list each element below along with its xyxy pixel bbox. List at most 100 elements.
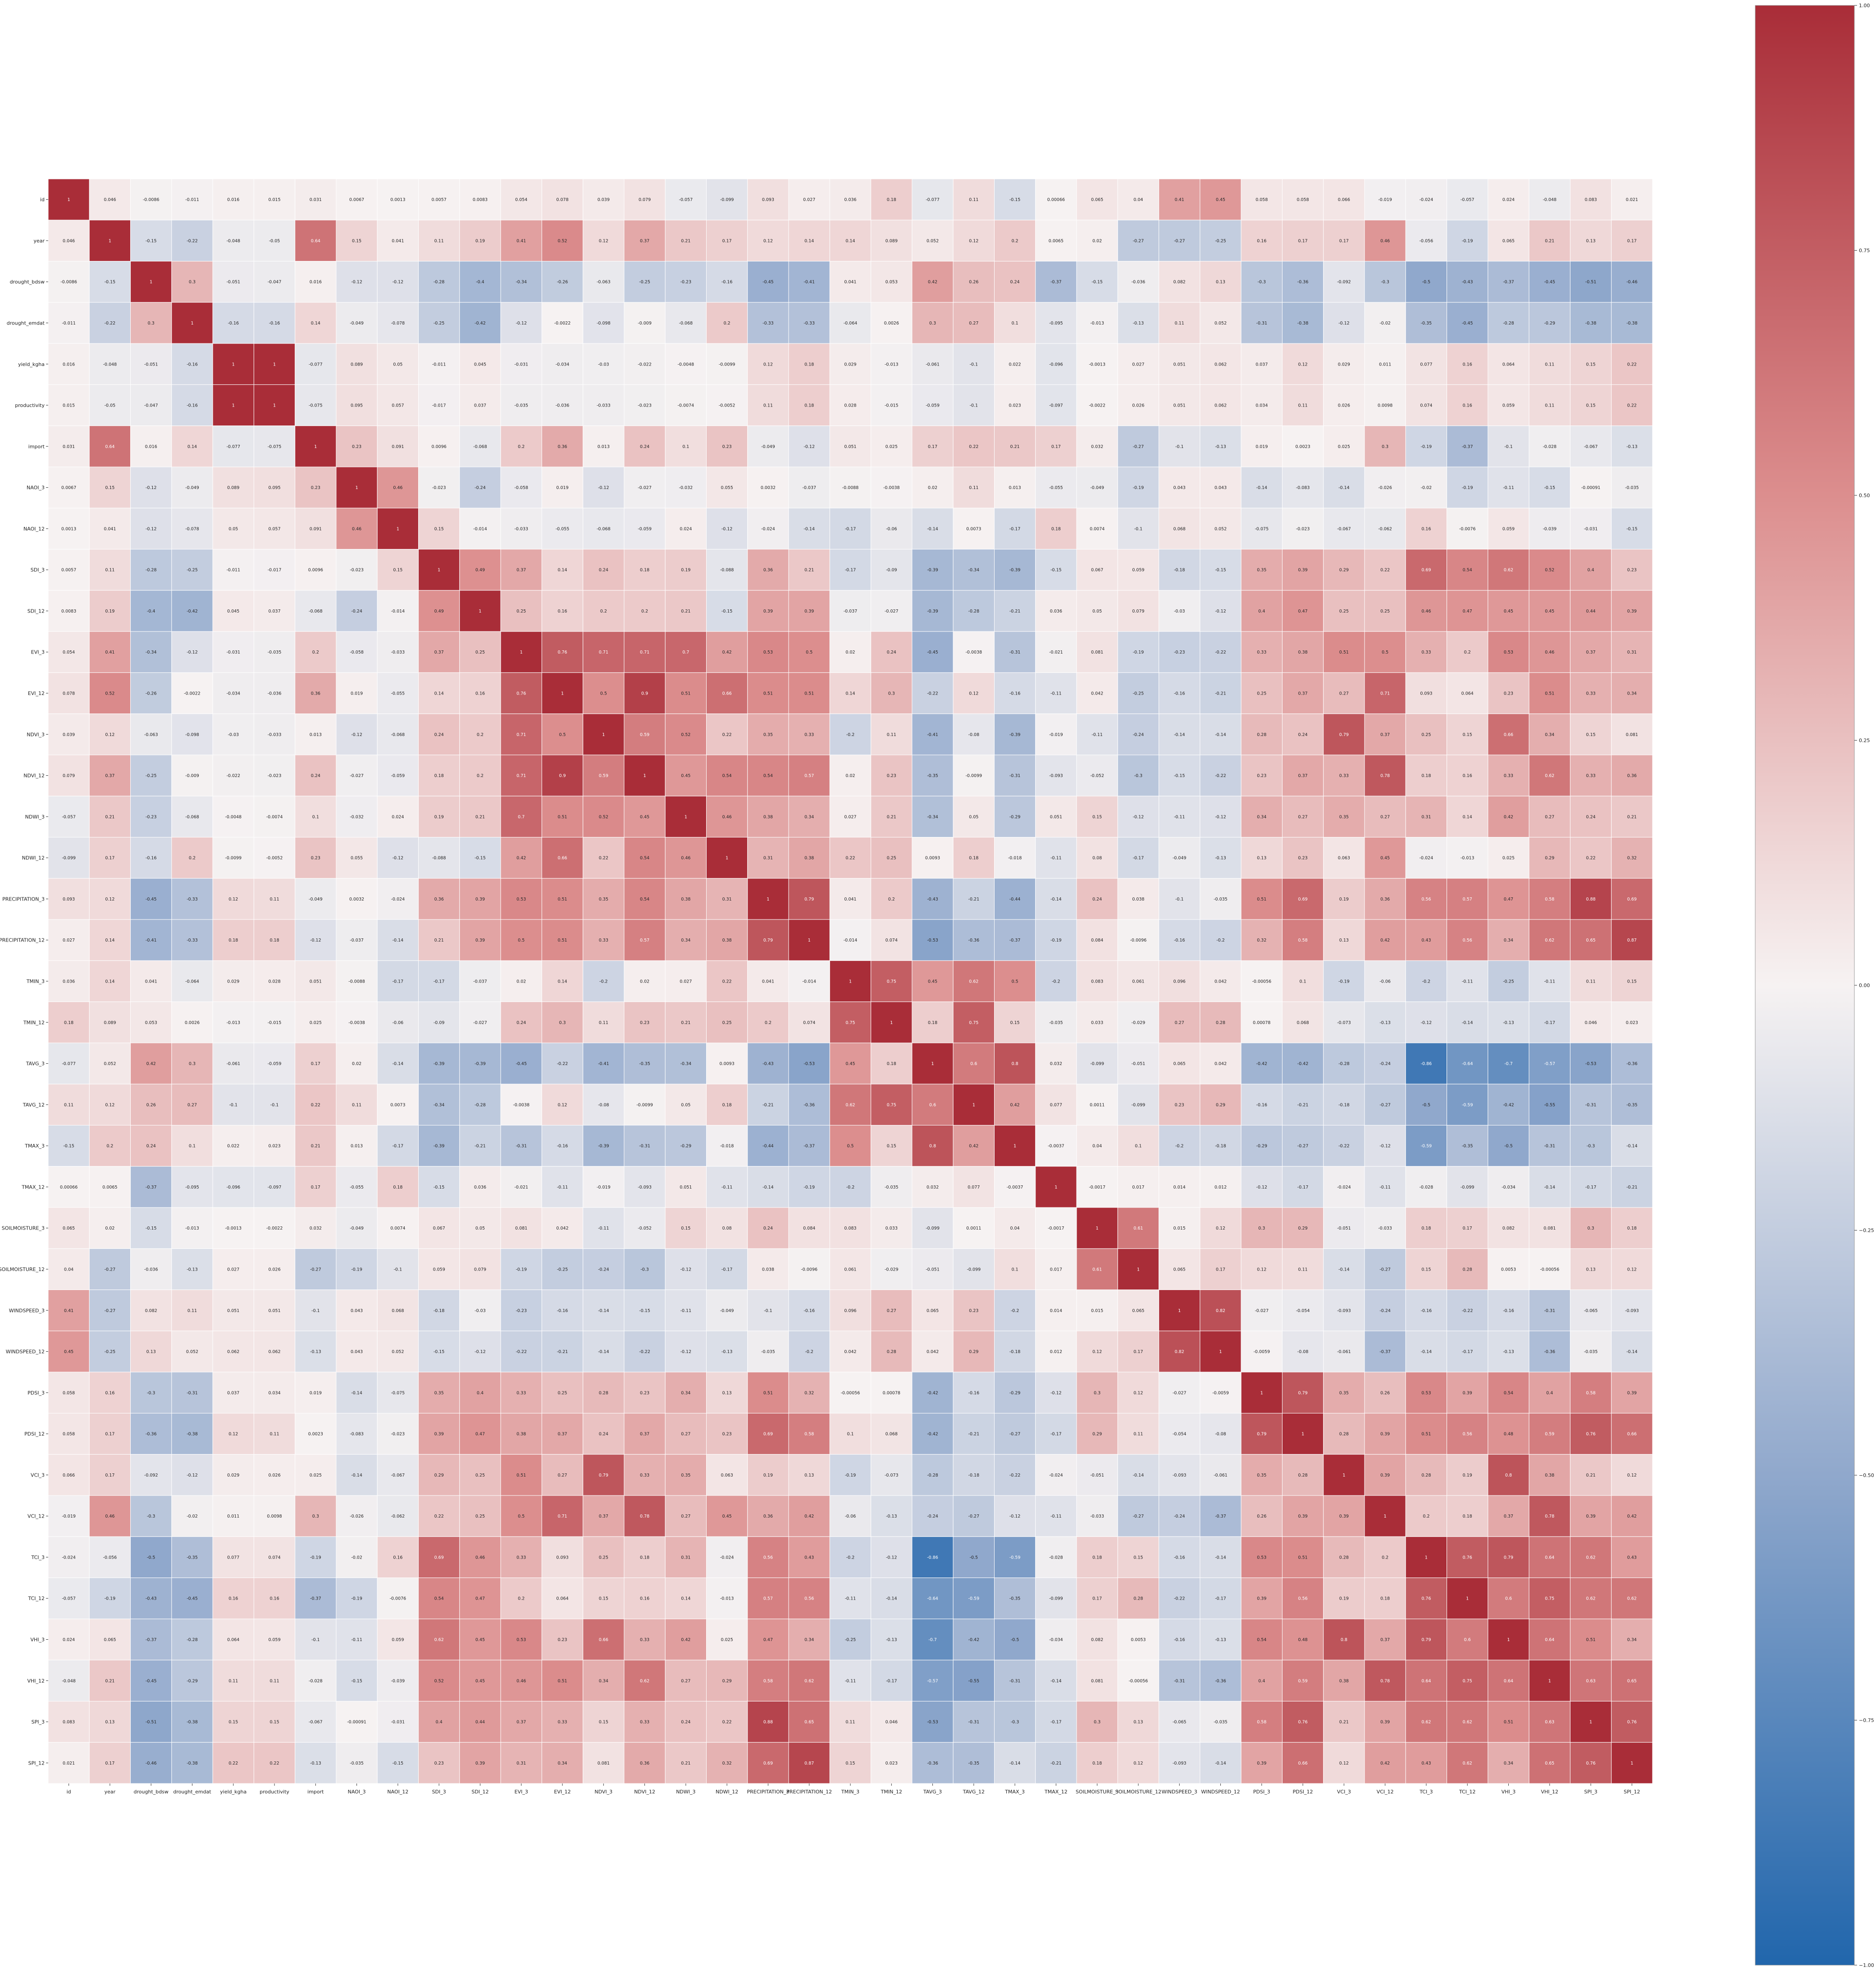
- cell-value-label: 0.093: [556, 1555, 568, 1560]
- cell-value-label: -0.06: [393, 1020, 404, 1025]
- cell-value-label: 0.033: [1091, 1020, 1103, 1025]
- cell-value-label: -0.065: [1173, 1720, 1187, 1725]
- cell-value-label: 0.75: [887, 979, 896, 984]
- cell-value-label: -0.023: [391, 1432, 405, 1437]
- heatmap-cell: [1282, 343, 1324, 385]
- cell-value-label: -0.0099: [966, 773, 982, 778]
- cell-value-label: 0.51: [1421, 1432, 1431, 1437]
- cell-value-label: -0.083: [1296, 485, 1310, 490]
- cell-value-label: 0.1: [847, 1432, 854, 1437]
- cell-value-label: 0.34: [1627, 691, 1637, 696]
- cell-value-label: -0.078: [391, 321, 405, 326]
- cell-value-label: -0.0022: [266, 1226, 283, 1231]
- cell-value-label: 0.18: [64, 1020, 73, 1025]
- cell-value-label: -0.031: [226, 650, 240, 655]
- cell-value-label: -0.41: [927, 732, 938, 737]
- cell-value-label: 0.58: [1586, 1390, 1596, 1395]
- cell-value-label: -0.59: [968, 1596, 980, 1601]
- cell-value-label: 0.23: [1175, 1102, 1184, 1107]
- y-tick-label: NDWI_3: [25, 814, 45, 820]
- heatmap-cell: [583, 508, 625, 550]
- cell-value-label: -0.3: [147, 1514, 155, 1519]
- cell-value-label: -0.39: [434, 1144, 445, 1149]
- heatmap-cell: [541, 178, 584, 220]
- cell-value-label: -0.22: [516, 1349, 527, 1354]
- cell-value-label: -0.21: [968, 1432, 980, 1437]
- cell-value-label: 0.23: [434, 1761, 444, 1766]
- cell-value-label: 0.29: [1545, 856, 1554, 861]
- cell-value-label: 0.062: [1214, 362, 1227, 367]
- heatmap-cell: [336, 466, 378, 508]
- cell-value-label: 0.39: [1627, 609, 1637, 614]
- cell-value-label: 0.34: [681, 1390, 690, 1395]
- cell-value-label: -0.39: [927, 609, 938, 614]
- heatmap-cell: [1323, 384, 1365, 426]
- cell-value-label: 0.25: [1339, 609, 1349, 614]
- heatmap-cell: [1282, 384, 1324, 426]
- cell-value-label: 0.18: [434, 773, 444, 778]
- cell-value-label: -0.38: [1585, 321, 1597, 326]
- cell-value-label: 0.18: [928, 1020, 937, 1025]
- cell-value-label: 0.25: [1380, 609, 1390, 614]
- cell-value-label: 0.29: [969, 1349, 978, 1354]
- cell-value-label: 0.59: [1298, 1678, 1308, 1683]
- cell-value-label: -0.14: [1174, 732, 1185, 737]
- cell-value-label: 0.0098: [267, 1514, 282, 1519]
- heatmap-cell: [89, 302, 131, 344]
- heatmap-cell: [1364, 343, 1406, 385]
- cell-value-label: -0.37: [1009, 938, 1021, 943]
- cell-value-label: 0.12: [1133, 1390, 1143, 1395]
- cell-value-label: -0.39: [927, 568, 938, 573]
- cell-value-label: 0.35: [1257, 1473, 1266, 1478]
- cell-value-label: 0.0053: [1501, 1267, 1516, 1272]
- cell-value-label: 0.29: [1298, 1226, 1308, 1231]
- cell-value-label: 0.1: [189, 1144, 196, 1149]
- heatmap-cell: [665, 672, 707, 714]
- cell-value-label: 0.33: [640, 1720, 649, 1725]
- cell-value-label: 0.79: [763, 938, 773, 943]
- cell-value-label: 0.2: [724, 321, 730, 326]
- heatmap-cell: [377, 302, 419, 344]
- cell-value-label: 0.22: [969, 444, 978, 449]
- cell-value-label: 0.17: [1092, 1596, 1102, 1601]
- cell-value-label: -0.099: [926, 1226, 940, 1231]
- heatmap-cell: [1117, 384, 1159, 426]
- cell-value-label: 0.51: [681, 691, 690, 696]
- cell-value-label: -0.035: [1049, 1020, 1063, 1025]
- heatmap-cell: [706, 590, 748, 632]
- heatmap-cell: [1200, 549, 1242, 591]
- cell-value-label: -0.0052: [266, 856, 283, 861]
- cell-value-label: 0.62: [1586, 1555, 1596, 1560]
- cell-value-label: 0.31: [1627, 650, 1637, 655]
- cell-value-label: 0.18: [228, 938, 238, 943]
- cell-value-label: 0.54: [640, 856, 649, 861]
- cell-value-label: -0.2: [846, 732, 855, 737]
- heatmap-cell: [1529, 466, 1570, 508]
- cell-value-label: 0.46: [516, 1678, 526, 1683]
- heatmap-cell: [624, 672, 666, 714]
- heatmap-cell: [1117, 178, 1159, 220]
- cell-value-label: 0.15: [887, 1144, 896, 1149]
- cell-value-label: -0.2: [1175, 1144, 1184, 1149]
- cell-value-label: -0.31: [187, 1390, 198, 1395]
- heatmap-cell: [1117, 590, 1159, 632]
- cell-value-label: 0.016: [145, 444, 157, 449]
- cell-value-label: 0.42: [1010, 1102, 1020, 1107]
- cell-value-label: -0.17: [1009, 526, 1021, 531]
- heatmap-cell: [1282, 425, 1324, 467]
- cell-value-label: 0.32: [1627, 856, 1637, 861]
- cell-value-label: 0.17: [1216, 1267, 1225, 1272]
- heatmap-cell: [336, 261, 378, 303]
- cell-value-label: -0.16: [269, 321, 280, 326]
- cell-value-label: 0.42: [1627, 1514, 1637, 1519]
- heatmap-cell: [912, 672, 954, 714]
- cell-value-label: 0.11: [969, 485, 978, 490]
- cell-value-label: -0.037: [350, 938, 364, 943]
- heatmap-cell: [1323, 261, 1365, 303]
- cell-value-label: -0.16: [1009, 691, 1021, 696]
- cell-value-label: 0.39: [434, 1432, 444, 1437]
- cell-value-label: 0.38: [763, 814, 773, 819]
- cell-value-label: -0.15: [475, 856, 486, 861]
- cell-value-label: -0.027: [1173, 1390, 1187, 1395]
- cell-value-label: 0.35: [681, 1473, 690, 1478]
